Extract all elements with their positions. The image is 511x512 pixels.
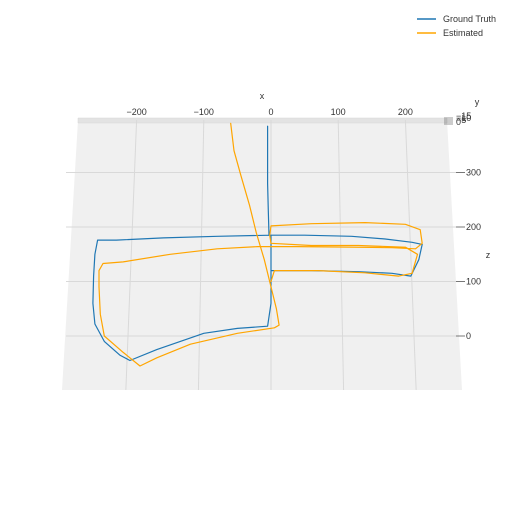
x-grid-line <box>125 119 138 391</box>
x-tick-label: 200 <box>398 107 413 117</box>
z-axis-title: z <box>486 250 491 260</box>
x-axis-title: x <box>260 91 265 101</box>
z-tick-label: 300 <box>466 168 481 178</box>
z-tick-label: 200 <box>466 222 481 232</box>
x-grid-line <box>197 119 205 391</box>
x-tick-label: 100 <box>331 107 346 117</box>
legend-label-estimated: Estimated <box>443 28 483 38</box>
x-tick-label: −100 <box>194 107 214 117</box>
z-tick-label: 100 <box>466 277 481 287</box>
legend-label-ground-truth: Ground Truth <box>443 14 496 24</box>
plot-pane <box>62 117 462 390</box>
y-axis-title: y <box>475 97 480 107</box>
series-group <box>92 122 423 367</box>
y-tick-label: −5 <box>456 115 466 125</box>
series-line-estimated <box>98 122 423 367</box>
grid-lines <box>66 119 456 391</box>
plot-pane-background <box>62 120 462 390</box>
z-tick-label: 0 <box>466 331 471 341</box>
y-tick-label: −10 <box>456 113 471 123</box>
y-tick-label: −15 <box>456 111 471 121</box>
y-tick-label: 0 <box>456 117 461 127</box>
series-line-ground-truth <box>92 125 423 362</box>
x-grid-line <box>337 119 345 391</box>
plot-pane-top-edge <box>77 117 448 124</box>
x-tick-label: 0 <box>268 107 273 117</box>
legend: Ground Truth Estimated <box>417 14 496 38</box>
x-tick-label: −200 <box>126 107 146 117</box>
x-grid-line <box>404 119 417 391</box>
